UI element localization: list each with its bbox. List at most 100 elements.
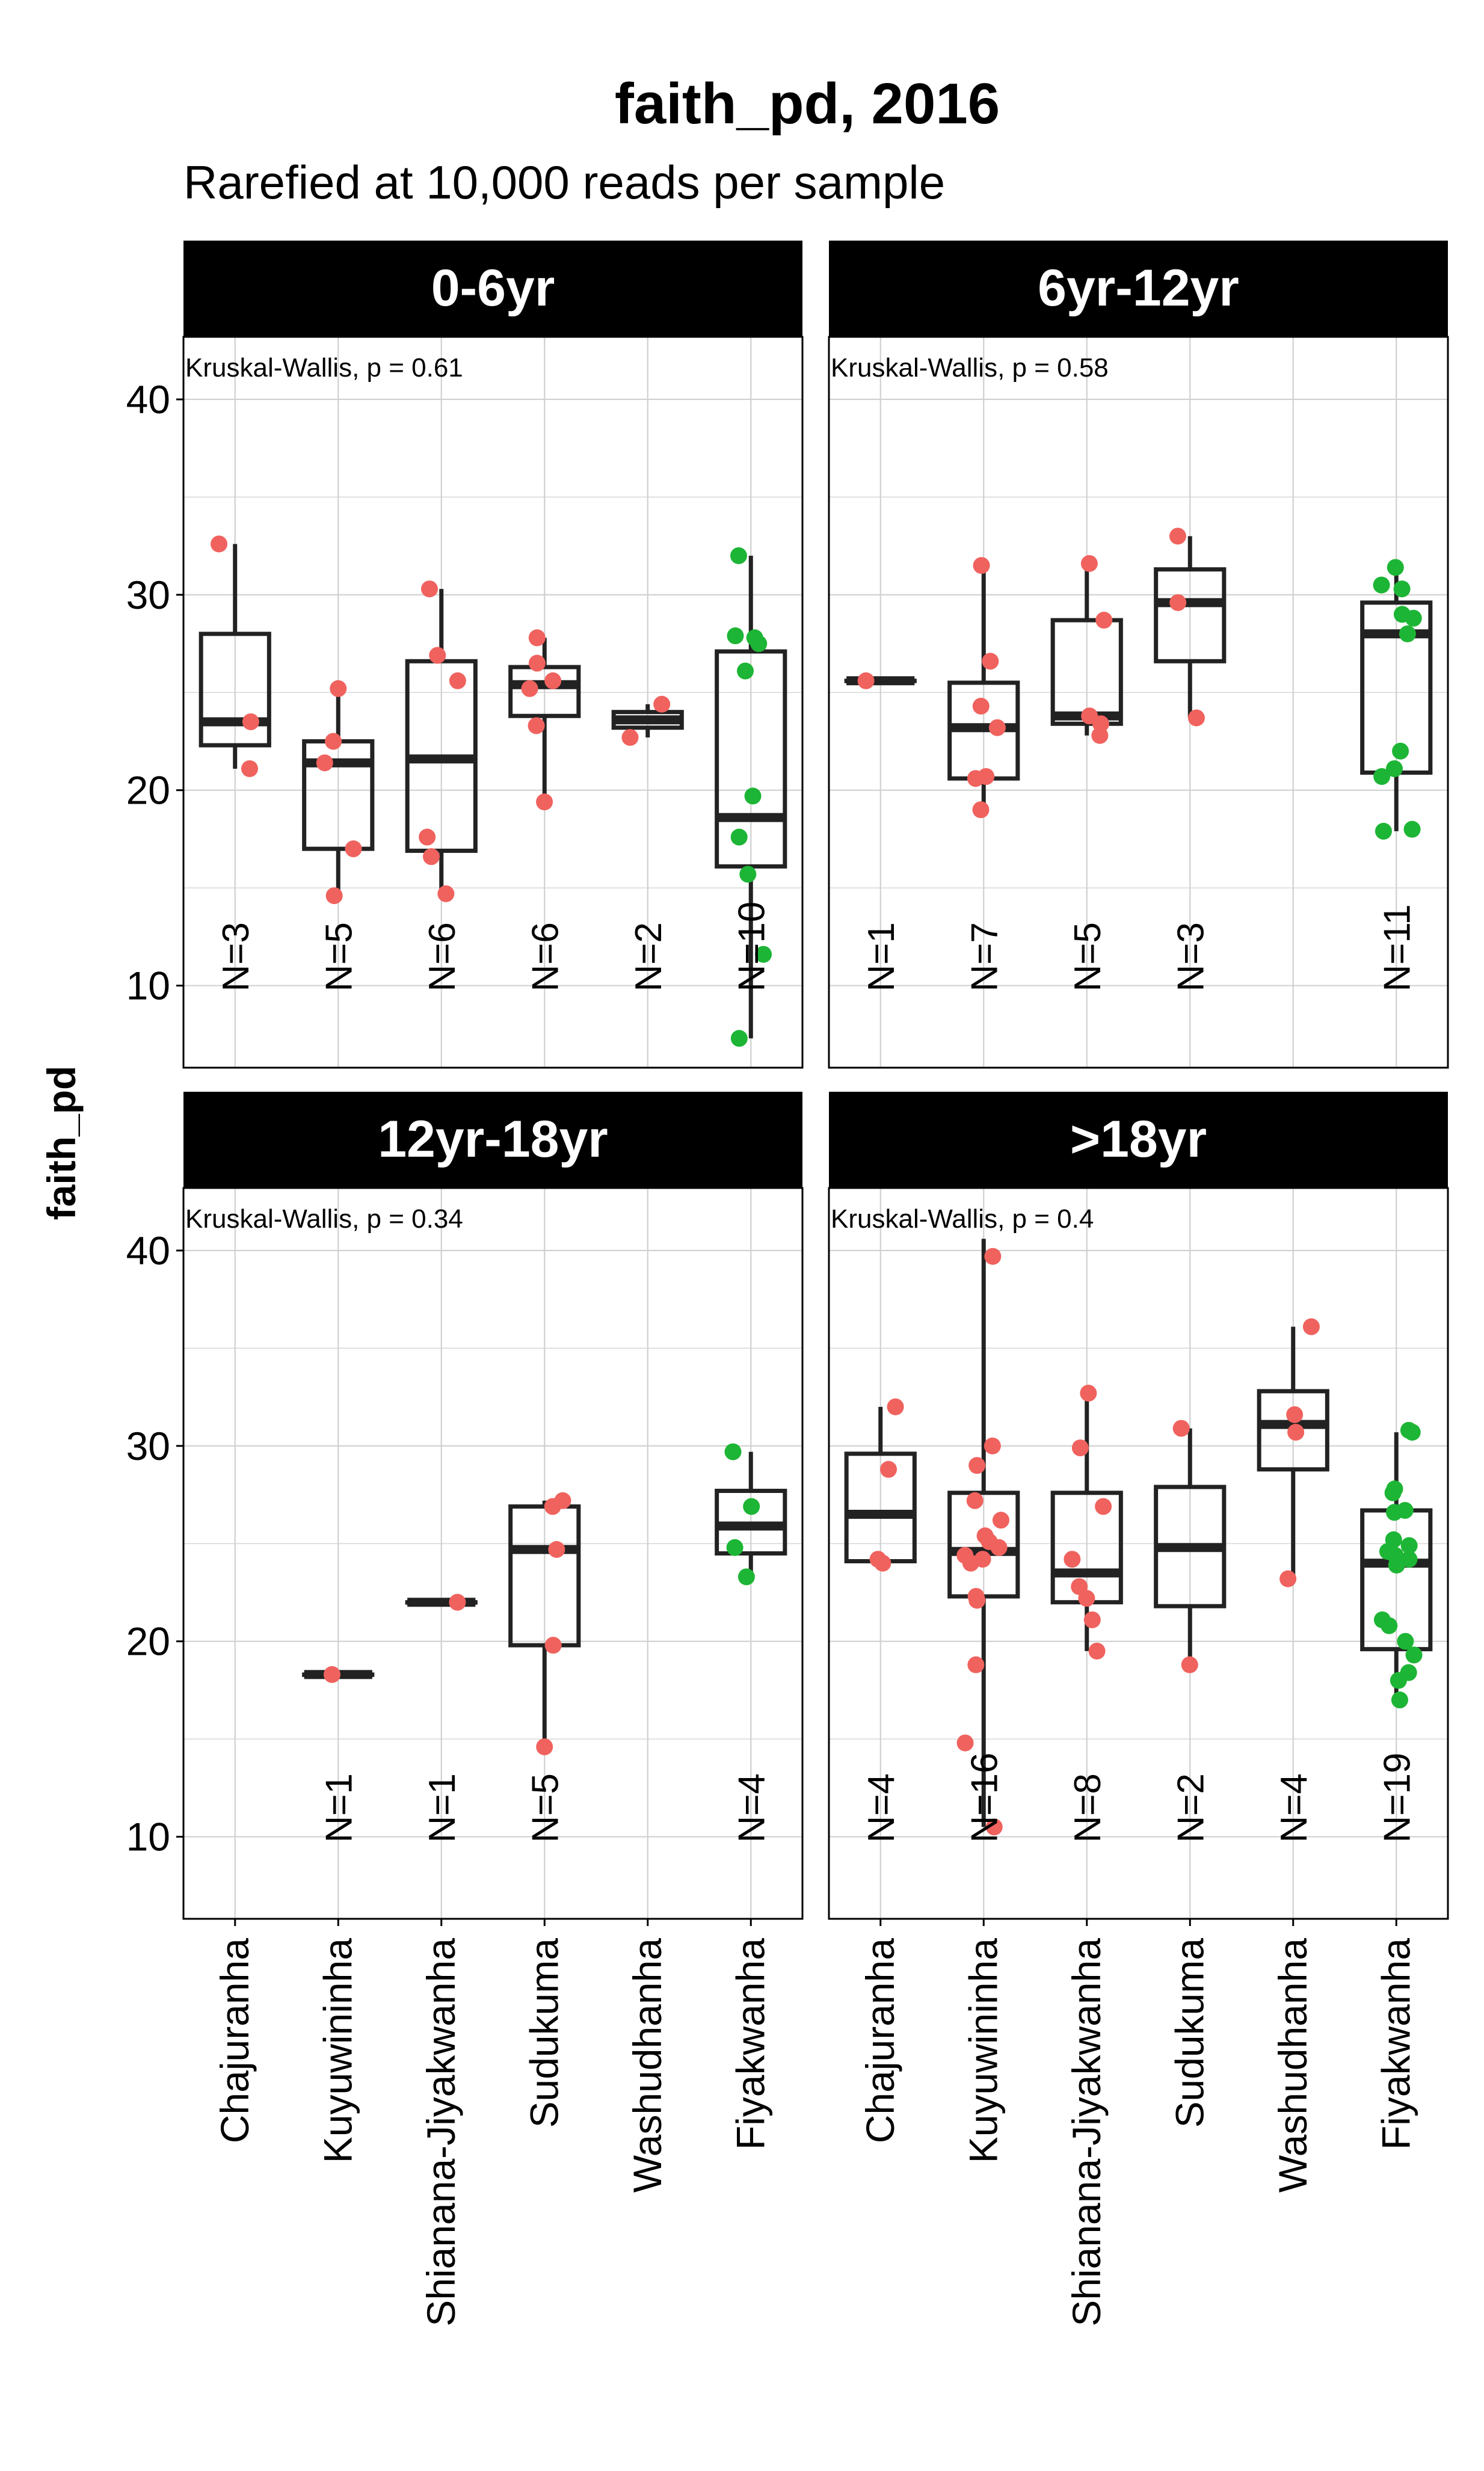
box-group: N=1	[844, 672, 917, 992]
n-label: N=5	[1067, 922, 1109, 991]
box	[1154, 567, 1227, 663]
data-point	[967, 1656, 985, 1673]
n-label: N=16	[964, 1753, 1005, 1843]
n-label: N=6	[422, 922, 463, 991]
data-point	[211, 535, 228, 553]
data-point	[1396, 1502, 1414, 1519]
n-label: N=3	[1170, 922, 1212, 991]
data-point	[730, 828, 748, 846]
box-group: N=10	[715, 547, 787, 1047]
box-group: N=5	[302, 680, 375, 992]
box-group: N=11	[1360, 559, 1433, 992]
data-point	[1287, 1424, 1305, 1441]
data-point	[1083, 1611, 1101, 1628]
data-point	[325, 733, 342, 750]
y-tick-label: 30	[126, 573, 170, 617]
facet-panel-4: >18yr Chajuranha Kuyuwininha Shianana-Jiyak…	[828, 1092, 1449, 2327]
data-point	[521, 680, 538, 697]
data-point	[887, 1398, 904, 1415]
box-group: N=4	[844, 1398, 917, 1843]
data-point	[449, 672, 466, 689]
data-point	[1397, 1632, 1414, 1650]
n-label: N=4	[731, 1773, 772, 1842]
data-point	[755, 946, 772, 963]
data-point	[1187, 709, 1205, 727]
data-point	[992, 1512, 1009, 1529]
box-group: N=2	[611, 695, 684, 992]
data-point	[1393, 606, 1411, 623]
y-tick-label: 10	[126, 1815, 170, 1859]
data-point	[724, 1443, 742, 1460]
data-point	[1071, 1439, 1089, 1457]
data-point	[1095, 612, 1113, 629]
n-label: N=4	[861, 1773, 902, 1842]
data-point	[730, 1030, 748, 1047]
n-label: N=2	[628, 922, 670, 991]
kruskal-wallis-label: Kruskal-Wallis, p = 0.34	[185, 1204, 463, 1234]
facet-panels: 0-6yr 10 20 30 40 Kruskal-Wallis, p = 0.61 N=3…	[126, 241, 1449, 2327]
data-point	[1071, 1578, 1088, 1595]
data-point	[316, 754, 333, 772]
x-tick-label: Chajuranha	[858, 1938, 902, 2144]
box-group: N=6	[508, 629, 581, 992]
data-point	[744, 787, 762, 805]
data-point	[1400, 1421, 1417, 1439]
x-tick-label: Washudhanha	[625, 1938, 670, 2193]
kruskal-wallis-label: Kruskal-Wallis, p = 0.4	[831, 1204, 1094, 1234]
x-tick-label: Kuyuwininha	[961, 1938, 1005, 2164]
facet-panel-3: 12yr-18yr 10 20 30 40 Chajuranha Kuyuwininha Sh…	[126, 1092, 804, 2327]
data-point	[449, 1593, 466, 1611]
data-point	[323, 1666, 340, 1683]
box-group: N=2	[1154, 1420, 1227, 1843]
panel-border	[182, 1187, 804, 1920]
facet-strip	[829, 241, 1448, 337]
y-tick-label: 40	[126, 377, 170, 422]
data-point	[345, 840, 362, 858]
data-point	[1088, 1642, 1106, 1660]
n-label: N=6	[525, 922, 566, 991]
data-point	[325, 887, 343, 905]
data-point	[1064, 1551, 1081, 1568]
box-group: N=3	[199, 535, 271, 992]
data-point	[1373, 1611, 1391, 1628]
data-point	[984, 1248, 1002, 1265]
data-point	[536, 793, 553, 811]
data-point	[1081, 707, 1098, 725]
data-point	[1400, 1664, 1417, 1681]
facet-strip	[829, 1092, 1448, 1188]
box-group: N=19	[1360, 1421, 1433, 1843]
data-point	[985, 1818, 1003, 1836]
kruskal-wallis-label: Kruskal-Wallis, p = 0.58	[831, 353, 1109, 383]
data-point	[737, 1568, 755, 1586]
box-group: N=1	[302, 1666, 375, 1843]
data-point	[1391, 1691, 1408, 1709]
data-point	[967, 1587, 985, 1605]
data-point	[621, 728, 639, 746]
data-point	[429, 647, 446, 664]
data-point	[437, 885, 455, 902]
facet-panel-2: 6yr-12yr Kruskal-Wallis, p = 0.58 N=1 N=7 N=…	[828, 241, 1449, 1069]
y-tick-label: 20	[126, 1619, 170, 1664]
data-point	[528, 629, 546, 647]
data-point	[1375, 822, 1392, 840]
data-point	[1386, 1480, 1403, 1498]
data-point	[1392, 742, 1409, 760]
data-point	[1403, 820, 1421, 838]
data-point	[978, 768, 995, 785]
data-point	[730, 547, 747, 564]
data-point	[536, 1738, 553, 1756]
data-point	[1169, 528, 1186, 545]
facet-panel-1: 0-6yr 10 20 30 40 Kruskal-Wallis, p = 0.61 N=3…	[126, 241, 804, 1069]
data-point	[1080, 1385, 1097, 1402]
facet-title: 0-6yr	[431, 259, 555, 317]
x-tick-label: Shianana-Jiyakwanha	[419, 1938, 463, 2327]
data-point	[528, 654, 546, 672]
data-point	[1279, 1570, 1297, 1587]
n-label: N=5	[318, 922, 360, 991]
data-point	[1169, 594, 1187, 611]
x-tick-label: Sudukuma	[522, 1938, 566, 2128]
facet-strip	[183, 241, 802, 337]
box-group: N=16	[947, 1239, 1020, 1843]
facet-title: 12yr-18yr	[378, 1110, 608, 1168]
data-point	[880, 1460, 897, 1478]
